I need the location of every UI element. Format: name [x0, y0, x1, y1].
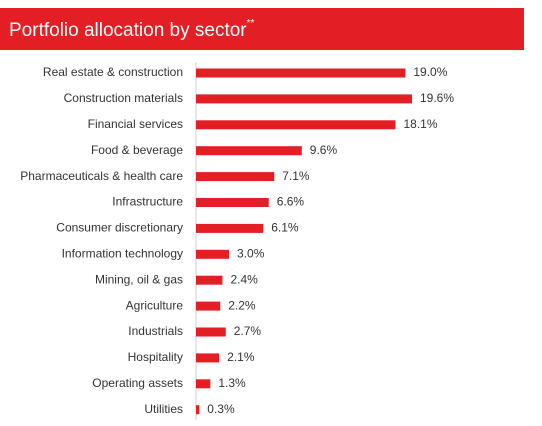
bar	[196, 223, 264, 233]
category-label: Information technology	[62, 246, 183, 260]
category-label: Industrials	[128, 324, 183, 338]
value-label: 6.6%	[277, 195, 305, 209]
bar	[196, 120, 396, 130]
bar	[196, 353, 220, 363]
title-superscript: **	[247, 18, 255, 29]
value-label: 1.3%	[218, 376, 246, 390]
title-text: Portfolio allocation by sector	[9, 20, 247, 41]
title-band	[0, 8, 524, 50]
value-label: 18.1%	[403, 117, 437, 131]
category-label: Mining, oil & gas	[95, 272, 183, 286]
category-label: Infrastructure	[112, 195, 183, 209]
bar	[196, 275, 223, 285]
value-label: 19.0%	[413, 65, 447, 79]
value-label: 2.2%	[228, 298, 256, 312]
value-label: 7.1%	[282, 169, 310, 183]
value-label: 2.4%	[230, 272, 258, 286]
bar	[196, 198, 269, 207]
value-label: 6.1%	[271, 221, 299, 235]
bar	[196, 94, 412, 104]
category-label: Hospitality	[128, 350, 183, 364]
bar	[196, 405, 200, 415]
value-label: 2.7%	[234, 324, 262, 338]
category-label: Agriculture	[126, 298, 184, 312]
value-label: 9.6%	[310, 143, 338, 157]
category-label: Construction materials	[64, 91, 183, 105]
bar	[196, 379, 211, 389]
bar	[196, 172, 275, 182]
category-label: Real estate & construction	[43, 65, 183, 79]
category-label: Pharmaceuticals & health care	[20, 169, 183, 183]
chart-title: Portfolio allocation by sector**	[9, 18, 255, 41]
category-label: Financial services	[88, 117, 183, 131]
value-label: 2.1%	[227, 350, 255, 364]
bar	[196, 327, 226, 337]
bar	[196, 68, 406, 78]
value-label: 3.0%	[237, 246, 265, 260]
category-label: Consumer discretionary	[56, 221, 183, 235]
bar	[196, 146, 302, 156]
value-label: 19.6%	[420, 91, 454, 105]
bar	[196, 249, 230, 259]
bar	[196, 301, 221, 311]
category-label: Utilities	[144, 402, 183, 416]
category-label: Operating assets	[92, 376, 183, 390]
category-label: Food & beverage	[91, 143, 183, 157]
value-label: 0.3%	[207, 402, 235, 416]
